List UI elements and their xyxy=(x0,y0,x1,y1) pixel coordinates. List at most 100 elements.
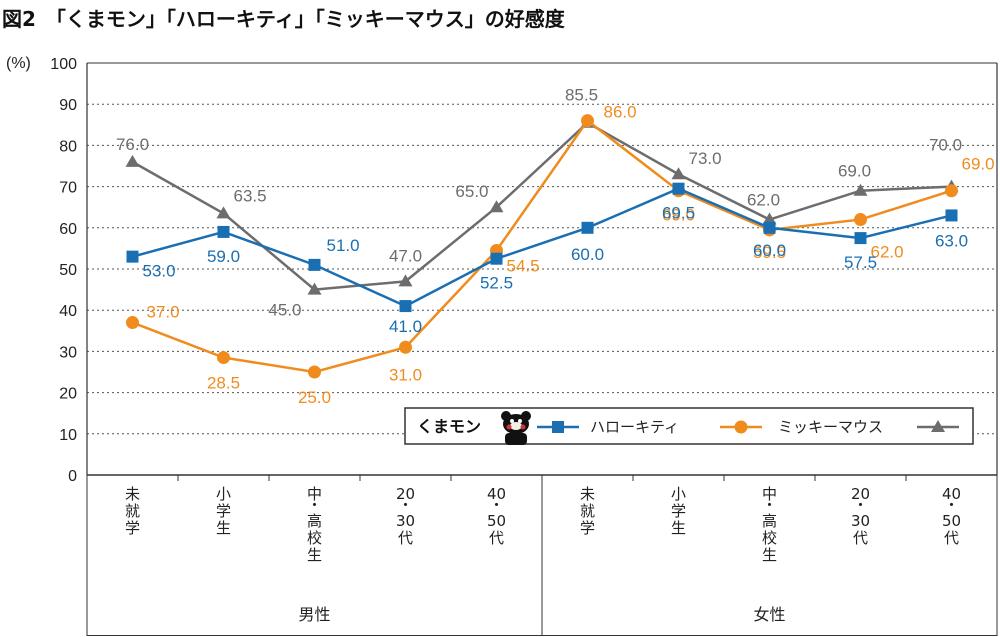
data-label: 73.0 xyxy=(689,149,722,168)
category-label-part: 生 xyxy=(671,519,686,537)
group-label: 男性 xyxy=(298,605,330,624)
data-label: 69.5 xyxy=(662,204,695,223)
data-label: 37.0 xyxy=(147,303,180,322)
bear-muzzle xyxy=(510,422,522,430)
data-label: 59.5 xyxy=(753,243,786,262)
data-label: 63.5 xyxy=(234,186,267,205)
data-label: 57.5 xyxy=(844,253,877,272)
data-label: 53.0 xyxy=(143,262,176,281)
legend-title: くまモン xyxy=(417,417,481,436)
data-label: 54.5 xyxy=(507,256,540,275)
legend-marker-circle xyxy=(734,420,748,434)
data-label: 76.0 xyxy=(116,135,149,154)
category-label-part: 校 xyxy=(762,529,777,547)
data-label: 60.0 xyxy=(753,241,786,260)
data-point-circle xyxy=(945,184,958,198)
group-labels: 男性 女性 xyxy=(298,605,785,624)
y-tick-label: 50 xyxy=(59,262,77,279)
category-label-part: 小 xyxy=(216,485,231,503)
y-tick-label: 100 xyxy=(50,56,77,73)
category-label: 40・50代 xyxy=(487,485,506,547)
data-label: 63.0 xyxy=(935,231,968,250)
category-label-part: ・ xyxy=(489,496,504,514)
group-label: 女性 xyxy=(753,605,785,624)
category-label-part: 校 xyxy=(307,529,322,547)
category-label-part: 生 xyxy=(307,546,322,564)
data-label: 60.0 xyxy=(571,245,604,264)
category-label-part: ・ xyxy=(944,496,959,514)
data-point-circle xyxy=(126,316,139,330)
data-point-triangle xyxy=(489,200,504,213)
y-tick-label: 0 xyxy=(68,468,77,485)
category-label-part: 高 xyxy=(762,512,777,530)
category-label-part: 代 xyxy=(489,529,504,547)
category-label-part: 代 xyxy=(853,529,868,547)
data-label: 69.0 xyxy=(962,155,995,174)
data-label: 62.0 xyxy=(747,191,780,210)
data-point-circle xyxy=(854,213,867,227)
category-label-part: 中 xyxy=(762,485,777,503)
data-point-triangle xyxy=(216,206,231,219)
category-label-part: ・ xyxy=(762,496,777,514)
category-label-part: 50 xyxy=(942,512,961,530)
y-tick-label: 30 xyxy=(59,344,77,361)
y-tick-label: 90 xyxy=(59,97,77,114)
category-label-part: 20 xyxy=(396,485,415,503)
category-label: 未就学 xyxy=(580,485,595,537)
legend-label: ハローキティ xyxy=(590,418,679,436)
data-point-square xyxy=(490,252,503,265)
data-label: 62.0 xyxy=(871,243,904,262)
figure-label: 図2 xyxy=(2,6,36,31)
bear-body xyxy=(505,433,527,445)
data-point-triangle xyxy=(307,282,322,295)
category-label-part: ・ xyxy=(398,496,413,514)
category-label-part: 学 xyxy=(216,502,231,520)
data-point-triangle xyxy=(853,183,868,196)
bear-eye xyxy=(518,419,522,423)
category-label: 中・高校生 xyxy=(762,485,777,564)
category-label-part: 30 xyxy=(851,512,870,530)
y-tick-label: 10 xyxy=(59,427,77,444)
category-label-part: 学 xyxy=(671,502,686,520)
category-labels: 未就学小学生中・高校生20・30代40・50代未就学小学生中・高校生20・30代… xyxy=(125,485,961,564)
category-label-part: 30 xyxy=(396,512,415,530)
category-label: 20・30代 xyxy=(396,485,415,547)
data-label: 41.0 xyxy=(389,317,422,336)
y-axis-label: (%) xyxy=(6,55,31,72)
title-row: 図2 「くまモン」「ハローキティ」「ミッキーマウス」の好感度 xyxy=(0,0,1000,34)
category-label-part: 生 xyxy=(216,519,231,537)
series-lines: 76.063.545.047.065.085.573.062.069.070.0… xyxy=(116,86,995,407)
category-label: 小学生 xyxy=(216,485,231,537)
data-point-circle xyxy=(217,351,230,365)
category-label: 小学生 xyxy=(671,485,686,537)
data-point-triangle xyxy=(125,154,140,167)
category-label: 40・50代 xyxy=(942,485,961,547)
category-label-part: 40 xyxy=(487,485,506,503)
data-label: 85.5 xyxy=(565,86,598,105)
category-label-part: 学 xyxy=(125,519,140,537)
category-label-part: ・ xyxy=(853,496,868,514)
data-point-square xyxy=(399,300,412,313)
series-line xyxy=(132,118,952,374)
bear-mascot-icon xyxy=(501,411,531,445)
series-line xyxy=(131,121,952,291)
y-tick-label: 70 xyxy=(59,180,77,197)
category-label: 未就学 xyxy=(125,485,140,537)
data-point-circle xyxy=(581,114,594,128)
data-label: 69.0 xyxy=(838,162,871,181)
series-kumamon: 76.0 63.5 45.0 47.0 65.0 85.5 73.0 62.0 69.0 70.0 xyxy=(116,86,962,320)
category-label-part: 生 xyxy=(762,546,777,564)
axes xyxy=(86,62,998,636)
data-label: 52.5 xyxy=(480,274,513,293)
category-label-part: 40 xyxy=(942,485,961,503)
data-point-square xyxy=(308,258,321,271)
data-point-circle xyxy=(308,365,321,379)
data-label: 47.0 xyxy=(389,246,422,265)
data-label: 70.0 xyxy=(929,136,962,155)
category-label-part: 高 xyxy=(307,512,322,530)
chart-title: 「くまモン」「ハローキティ」「ミッキーマウス」の好感度 xyxy=(45,6,565,31)
data-label: 59.0 xyxy=(207,247,240,266)
bear-eye xyxy=(510,419,514,423)
category-label-part: 中 xyxy=(307,485,322,503)
